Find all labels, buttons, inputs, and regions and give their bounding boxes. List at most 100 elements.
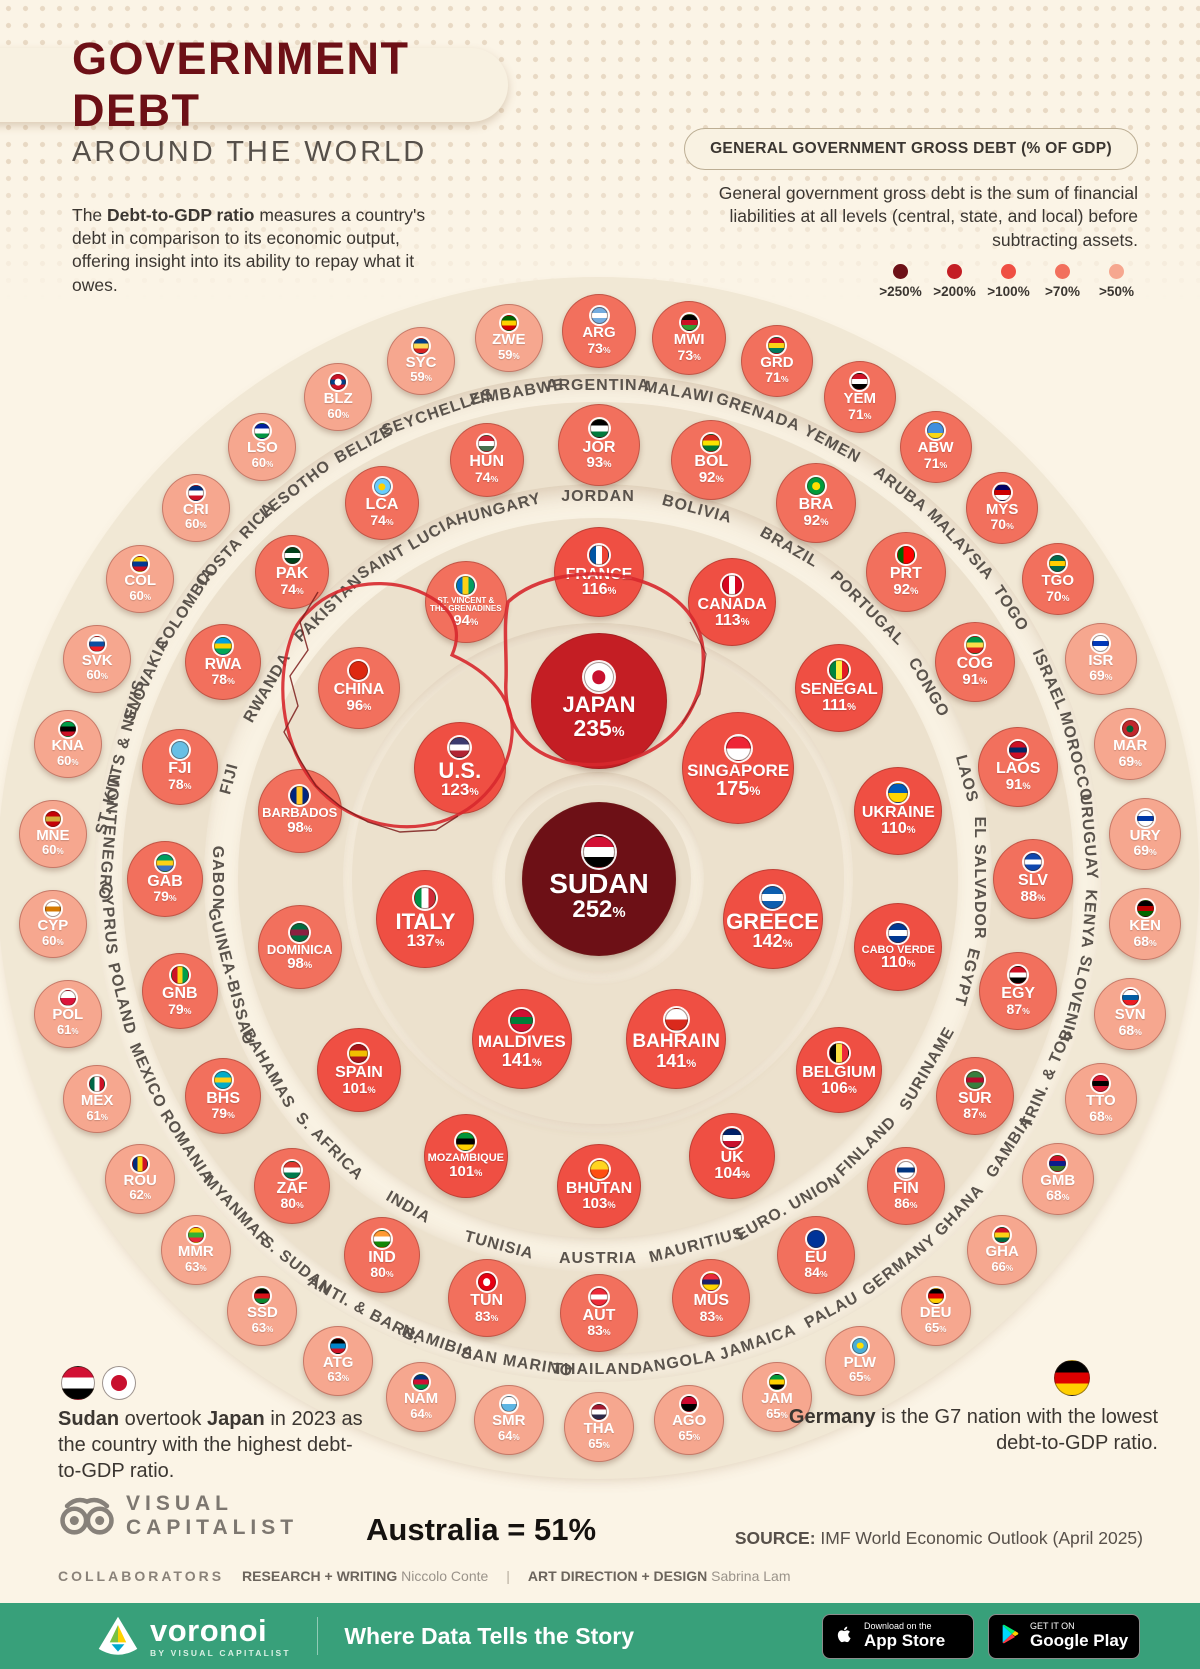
visual-capitalist-logo: VISUAL CAPITALIST xyxy=(58,1492,298,1540)
bubble-tha: THA 65% xyxy=(564,1392,634,1462)
bubble-value: 79% xyxy=(168,1000,192,1017)
bubble-country-name: URY xyxy=(1129,826,1161,844)
bubble-value: 79% xyxy=(211,1105,235,1122)
mmr-flag-icon xyxy=(187,1226,204,1243)
bubble-value: 69% xyxy=(1118,752,1142,769)
bubble-country-name: CRI xyxy=(182,500,209,518)
badge-text: GET IT ON Google Play xyxy=(1030,1621,1129,1650)
bubble-value: 65% xyxy=(766,1405,788,1421)
bubble-country-name: ZWE xyxy=(492,331,526,349)
bubble-country-name: SLV xyxy=(1018,872,1048,890)
flag-disc xyxy=(1126,725,1134,733)
bubble-country-name: MUS xyxy=(693,1292,730,1310)
bubble-country-name: BOL xyxy=(694,453,729,471)
legend-dot xyxy=(893,264,908,279)
bubble-value: 110% xyxy=(880,820,916,838)
smr-flag-icon xyxy=(500,1396,517,1413)
bubble-country-name: SINGAPORE xyxy=(687,760,790,780)
bubble-value: 87% xyxy=(963,1105,987,1122)
bubble-gab: GAB 79% xyxy=(127,841,203,917)
metric-definition-pill: GENERAL GOVERNMENT GROSS DEBT (% OF GDP) xyxy=(684,128,1138,170)
bubble-value: 235% xyxy=(573,714,625,741)
bubble-value: 65% xyxy=(849,1369,871,1385)
legend-dot xyxy=(1001,264,1016,279)
bubble-value: 78% xyxy=(211,671,235,688)
bubble-value: 65% xyxy=(678,1428,700,1444)
bubble-country-name: PRT xyxy=(889,565,922,583)
bubble-value: 103% xyxy=(582,1195,616,1213)
voronoi-logo-icon xyxy=(98,1616,138,1655)
bubble-country-name: ATG xyxy=(322,1353,354,1371)
bubble-bahrain: BAHRAIN 141% xyxy=(626,989,727,1090)
bubble-yem: YEM 71% xyxy=(823,361,896,434)
bubble-value: 71% xyxy=(765,369,789,386)
bubble-value: 98% xyxy=(287,818,313,836)
bubble-value: 91% xyxy=(962,670,988,688)
bubble-jam: JAM 65% xyxy=(741,1362,812,1433)
bubble-country-name: COG xyxy=(956,655,994,673)
bubble-bhutan: BHUTAN 103% xyxy=(557,1144,641,1228)
bubble-value: 78% xyxy=(168,776,192,793)
bubble-value: 60% xyxy=(185,516,207,532)
u-s-flag-icon xyxy=(449,736,471,758)
australia-note: Australia = 51% xyxy=(366,1512,597,1547)
bubble-bra: BRA 92% xyxy=(776,463,856,544)
japan-flag-icon xyxy=(584,662,614,693)
legend-dot xyxy=(1109,264,1124,279)
bubble-mys: MYS 70% xyxy=(966,471,1039,544)
bubble-value: 59% xyxy=(410,369,432,385)
bubble-tun: TUN 83% xyxy=(447,1259,526,1338)
bubble-slv: SLV 88% xyxy=(993,839,1073,919)
bubble-sur: SUR 87% xyxy=(935,1057,1014,1135)
bubble-country-name: TGO xyxy=(1041,572,1075,590)
color-legend: >250% >200% >100% >70% >50% xyxy=(877,264,1140,299)
blz-flag-icon xyxy=(330,373,347,390)
bhs-flag-icon xyxy=(214,1070,233,1089)
bubble-value: 101% xyxy=(342,1079,376,1097)
bubble-value: 64% xyxy=(497,1428,520,1444)
bubble-canada: CANADA 113% xyxy=(688,558,777,647)
abw-flag-icon xyxy=(927,422,945,440)
title-pill: GOVERNMENT DEBT xyxy=(0,33,508,136)
bubble-svn: SVN 68% xyxy=(1094,977,1167,1050)
bubble-country-name: ABW xyxy=(917,439,954,457)
google-play-badge[interactable]: GET IT ON Google Play xyxy=(988,1613,1140,1659)
bubble-value: 65% xyxy=(924,1319,947,1335)
badge-text: Download on the App Store xyxy=(864,1621,946,1650)
ago-flag-icon xyxy=(681,1396,698,1413)
bubble-value: 63% xyxy=(185,1258,207,1274)
app-store-badge[interactable]: Download on the App Store xyxy=(822,1613,974,1659)
bubble-value: 88% xyxy=(1020,887,1046,905)
page-title: GOVERNMENT DEBT xyxy=(72,33,410,136)
bubble-prt: PRT 92% xyxy=(865,532,946,613)
gmb-flag-icon xyxy=(1049,1154,1067,1172)
aut-flag-icon xyxy=(590,1287,608,1306)
bubble-country-name: EGY xyxy=(1001,985,1036,1003)
voronoi-wordmark: voronoi xyxy=(150,1612,268,1648)
bubble-country-name: ST. VINCENT & THE GRENADINES xyxy=(430,596,502,614)
bubble-value: 61% xyxy=(86,1107,108,1123)
bubble-ukraine: UKRAINE 110% xyxy=(854,766,943,855)
bubble-value: 104% xyxy=(714,1165,750,1183)
bubble-country-name: SPAIN xyxy=(335,1064,383,1082)
bubble-country-name: TUN xyxy=(470,1292,504,1310)
bubble-country-name: SSD xyxy=(246,1304,278,1322)
slv-flag-icon xyxy=(1024,853,1042,872)
bubble-cabo-verde: CABO VERDE 110% xyxy=(854,903,943,992)
bubble-value: 83% xyxy=(475,1307,499,1324)
collaborator: ART DIRECTION + DESIGN Sabrina Lam xyxy=(527,1568,791,1584)
legend-dot xyxy=(1055,264,1070,279)
legend-item-200: >200% xyxy=(931,264,978,299)
arc-label-jordan: JORDAN xyxy=(561,488,635,505)
svn-flag-icon xyxy=(1121,989,1139,1007)
kna-flag-icon xyxy=(59,721,76,738)
bubble-grd: GRD 71% xyxy=(740,324,813,397)
bubble-st-vincent-the-grenadines: ST. VINCENT & THE GRENADINES 94% xyxy=(424,561,507,644)
bubble-hun: HUN 74% xyxy=(449,422,524,497)
bubble-value: 123% xyxy=(440,780,479,800)
bubble-zaf: ZAF 80% xyxy=(254,1147,331,1224)
mus-flag-icon xyxy=(702,1273,721,1292)
bubble-mex: MEX 61% xyxy=(63,1065,132,1134)
mwi-flag-icon xyxy=(680,314,698,332)
